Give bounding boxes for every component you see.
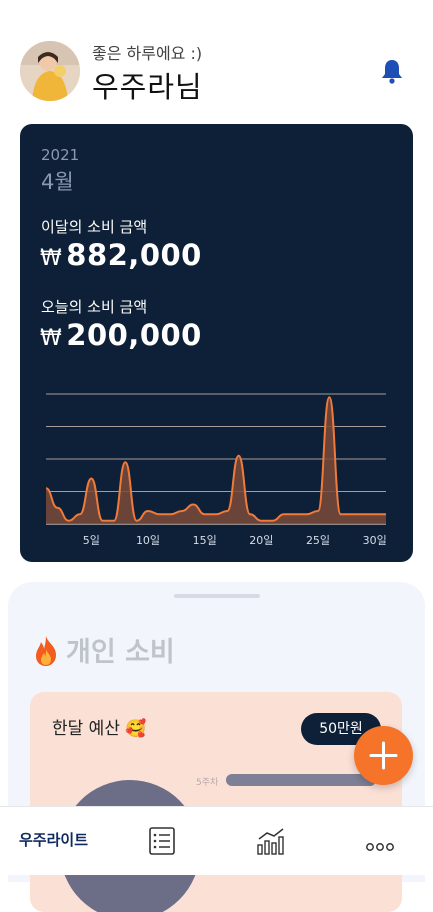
fire-icon bbox=[32, 635, 60, 667]
today-spend-label: 오늘의 소비 금액 bbox=[41, 298, 148, 316]
budget-card[interactable]: 한달 예산 🥰 50만원 5주차 bbox=[30, 692, 402, 912]
chart-series-line bbox=[45, 396, 386, 522]
username: 우주라님 bbox=[92, 70, 203, 104]
chart-x-tick-label: 30일 bbox=[363, 533, 387, 547]
more-icon[interactable] bbox=[366, 837, 394, 856]
section-title-text: 개인 소비 bbox=[66, 637, 175, 668]
chart-x-tick-label: 10일 bbox=[136, 533, 160, 547]
header: 좋은 하루에요 :) 우주라님 bbox=[0, 0, 433, 120]
spending-summary-card: 2021 4월 이달의 소비 금액 ₩882,000 오늘의 소비 금액 ₩20… bbox=[20, 124, 413, 562]
month-amount-value: 882,000 bbox=[66, 238, 202, 272]
chart-x-tick-label: 15일 bbox=[193, 533, 217, 547]
currency-symbol: ₩ bbox=[40, 246, 63, 271]
greeting-text: 좋은 하루에요 :) bbox=[92, 44, 203, 63]
daily-spending-chart: 5일 10일 15일 20일 25일 30일 bbox=[45, 393, 387, 547]
bell-icon[interactable] bbox=[380, 58, 404, 84]
section-title: 개인 소비 bbox=[32, 630, 175, 669]
nav-home[interactable]: 우주라이트 bbox=[19, 831, 89, 849]
month-label: 4월 bbox=[41, 170, 74, 194]
today-amount-value: 200,000 bbox=[66, 318, 202, 352]
avatar[interactable] bbox=[20, 41, 80, 101]
year-label: 2021 bbox=[41, 146, 80, 164]
currency-symbol: ₩ bbox=[40, 326, 63, 351]
sheet-handle[interactable] bbox=[174, 594, 260, 598]
list-icon[interactable] bbox=[149, 827, 175, 859]
stats-chart-icon[interactable] bbox=[256, 827, 286, 859]
month-spend-label: 이달의 소비 금액 bbox=[41, 218, 148, 236]
today-spend-amount: ₩200,000 bbox=[40, 318, 202, 352]
chart-x-tick-label: 25일 bbox=[306, 533, 330, 547]
bottom-navigation: 우주라이트 bbox=[0, 806, 433, 875]
week-label: 5주차 bbox=[196, 778, 219, 788]
chart-x-tick-label: 5일 bbox=[83, 533, 100, 547]
plus-icon bbox=[369, 741, 398, 770]
chart-x-tick-label: 20일 bbox=[249, 533, 273, 547]
month-spend-amount: ₩882,000 bbox=[40, 238, 202, 272]
week-progress-bar bbox=[226, 774, 376, 786]
budget-title: 한달 예산 🥰 bbox=[52, 719, 147, 739]
add-button[interactable] bbox=[354, 726, 413, 785]
